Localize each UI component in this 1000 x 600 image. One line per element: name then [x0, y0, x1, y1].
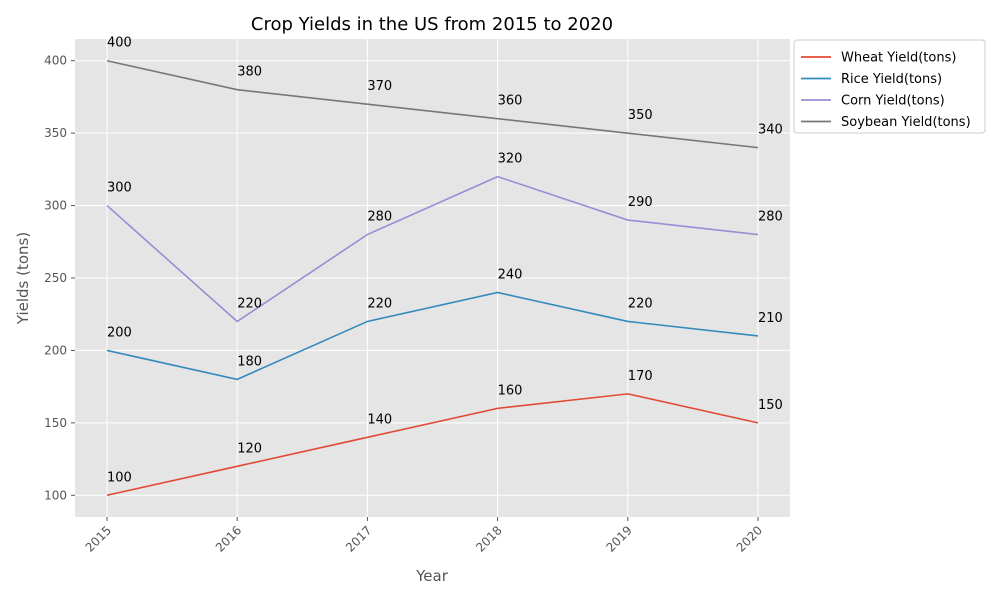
x-tick-label: 2017 [343, 523, 374, 554]
data-label: 100 [107, 470, 132, 485]
data-label: 220 [628, 296, 653, 311]
series-lines [106, 59, 759, 497]
data-label: 280 [758, 210, 783, 225]
data-label: 380 [237, 65, 262, 80]
data-label: 340 [758, 123, 783, 138]
y-tick-label: 300 [44, 199, 67, 213]
x-tick-label: 2016 [213, 523, 244, 554]
data-label: 370 [367, 79, 392, 94]
series-line-0 [106, 393, 759, 497]
data-label: 300 [107, 181, 132, 196]
series-line-3 [106, 59, 759, 149]
series-line-1 [106, 291, 759, 381]
legend: Wheat Yield(tons) Rice Yield(tons) Corn Yi… [793, 39, 986, 134]
data-label: 210 [758, 311, 783, 326]
series-line-2 [106, 175, 759, 323]
y-tick-label: 150 [44, 416, 67, 430]
data-label: 240 [498, 267, 523, 282]
y-tick-label: 250 [44, 271, 67, 285]
x-tick-label: 2019 [603, 523, 634, 554]
data-label: 280 [367, 210, 392, 225]
data-labels: 100 120 140 160 170 150 200 180 220 240 220 210 300 2… [107, 36, 783, 486]
data-label: 220 [367, 296, 392, 311]
data-label: 400 [107, 36, 132, 51]
data-label: 140 [367, 412, 392, 427]
x-axis: 2015 2016 2017 2018 2019 2020 [83, 517, 765, 555]
data-label: 180 [237, 354, 262, 369]
data-label: 350 [628, 108, 653, 123]
data-label: 150 [758, 398, 783, 413]
y-tick-label: 200 [44, 343, 67, 357]
x-tick-label: 2018 [473, 523, 504, 554]
legend-entry: Rice Yield(tons) [841, 72, 942, 87]
y-tick-label: 350 [44, 126, 67, 140]
data-label: 220 [237, 296, 262, 311]
x-tick-label: 2015 [83, 523, 114, 554]
data-label: 360 [498, 94, 523, 109]
legend-entry: Corn Yield(tons) [841, 94, 945, 109]
x-axis-label: Year [415, 567, 449, 585]
y-axis-label: Yields (tons) [14, 232, 32, 325]
y-tick-label: 400 [44, 54, 67, 68]
data-label: 170 [628, 369, 653, 384]
legend-box [793, 39, 986, 134]
data-label: 160 [498, 383, 523, 398]
legend-entry: Wheat Yield(tons) [841, 51, 956, 66]
y-tick-label: 100 [44, 488, 67, 502]
data-label: 320 [498, 152, 523, 167]
legend-entry: Soybean Yield(tons) [841, 115, 971, 130]
data-label: 200 [107, 325, 132, 340]
data-label: 290 [628, 195, 653, 210]
y-axis: 100 150 200 250 300 350 400 [44, 54, 75, 502]
data-label: 120 [237, 441, 262, 456]
x-tick-label: 2020 [734, 523, 765, 554]
chart-title: Crop Yields in the US from 2015 to 2020 [251, 14, 613, 35]
